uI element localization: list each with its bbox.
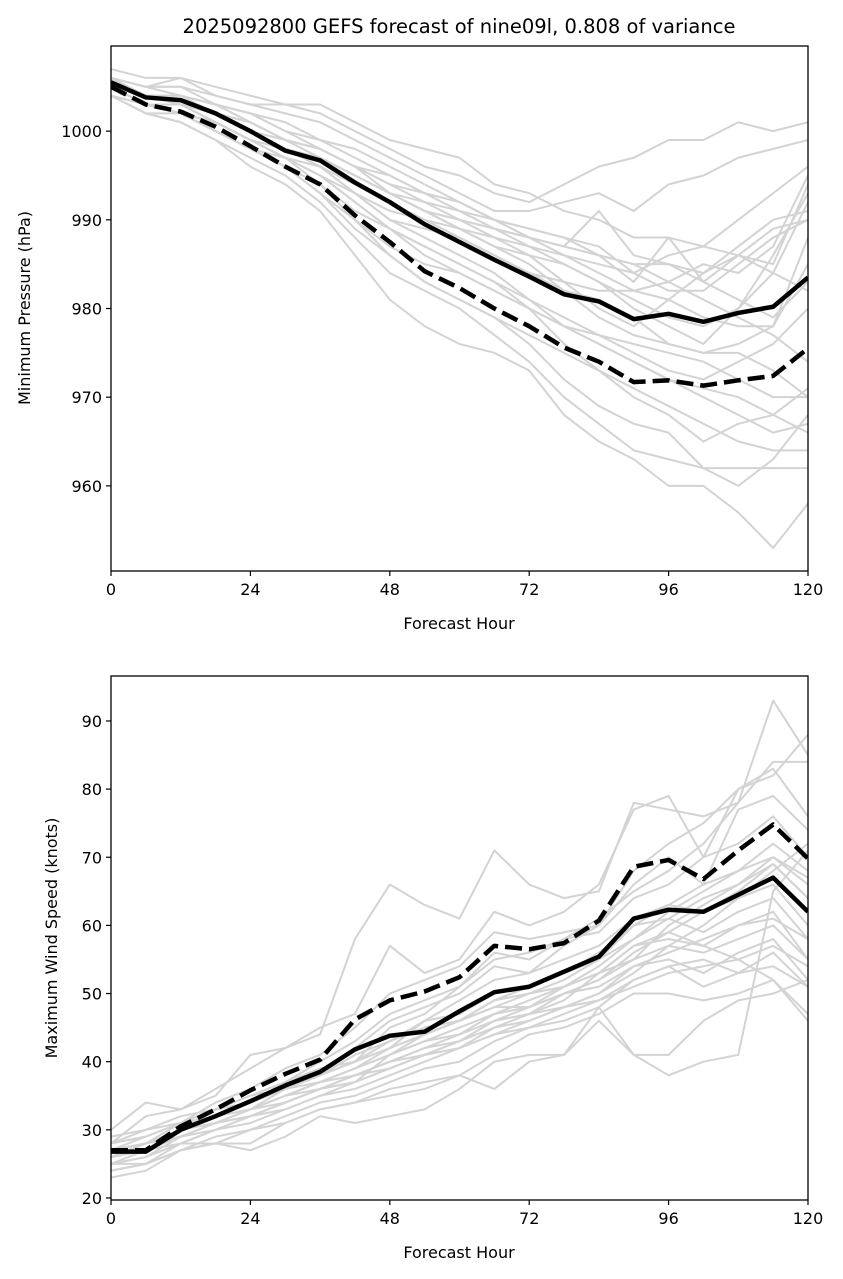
wind-y-tick-label: 20 — [82, 1189, 102, 1208]
chart-title: 2025092800 GEFS forecast of nine09l, 0.8… — [183, 15, 736, 38]
wind-member-line-10 — [111, 951, 808, 1172]
wind-ensemble-mean-line — [111, 875, 808, 1154]
wind-x-axis-label: Forecast Hour — [403, 1243, 515, 1262]
pressure-x-tick-label: 0 — [106, 580, 116, 599]
pressure-member-line-14 — [111, 85, 808, 434]
pressure-y-tick-label: 960 — [71, 477, 102, 496]
wind-members — [111, 699, 808, 1179]
pressure-ensemble-mean-line — [111, 80, 808, 325]
pressure-member-line-22 — [111, 76, 808, 319]
wind-plot: 0 24 48 72 96 120 20 30 40 50 60 70 80 90 Forecast H… — [42, 675, 823, 1262]
pressure-member-line-6 — [111, 85, 808, 292]
wind-x-tick-label: 0 — [106, 1209, 116, 1228]
pressure-x-tick-label: 96 — [658, 580, 678, 599]
pressure-member-line-1 — [111, 76, 808, 204]
wind-member-line-18 — [111, 842, 808, 1152]
pressure-y-tick-label: 990 — [71, 211, 102, 230]
pressure-x-axis-label: Forecast Hour — [403, 614, 515, 633]
wind-member-line-2 — [111, 733, 808, 1152]
pressure-member-line-4 — [111, 85, 808, 283]
wind-member-line-23 — [111, 842, 808, 1159]
wind-member-line-20 — [111, 944, 808, 1165]
wind-y-axis-label: Maximum Wind Speed (knots) — [42, 818, 61, 1059]
pressure-member-line-23 — [111, 85, 808, 275]
wind-x-ticks: 0 24 48 72 96 120 — [106, 1200, 823, 1228]
wind-x-tick-label: 48 — [380, 1209, 400, 1228]
pressure-series — [111, 80, 808, 388]
pressure-y-ticks: 960 970 980 990 1000 — [61, 122, 111, 496]
pressure-y-axis-label: Minimum Pressure (hPa) — [15, 211, 34, 405]
wind-y-tick-label: 30 — [82, 1121, 102, 1140]
wind-y-tick-label: 50 — [82, 985, 102, 1004]
pressure-x-ticks: 0 24 48 72 96 120 — [106, 571, 823, 599]
pressure-y-tick-label: 1000 — [61, 122, 102, 141]
wind-y-tick-label: 40 — [82, 1053, 102, 1072]
wind-y-tick-label: 90 — [82, 712, 102, 731]
pressure-x-tick-label: 72 — [519, 580, 539, 599]
wind-member-line-5 — [111, 815, 808, 1152]
pressure-member-line-15 — [111, 76, 808, 292]
pressure-y-tick-label: 970 — [71, 388, 102, 407]
wind-member-line-19 — [111, 917, 808, 1159]
wind-axes-frame — [110, 675, 809, 1201]
pressure-member-line-8 — [111, 85, 808, 434]
wind-weighted-mean-line — [111, 822, 808, 1153]
wind-x-tick-label: 120 — [793, 1209, 824, 1228]
pressure-x-tick-label: 24 — [240, 580, 260, 599]
wind-member-line-24 — [111, 856, 808, 1152]
pressure-members — [111, 68, 808, 549]
wind-member-line-13 — [111, 849, 808, 1165]
pressure-member-line-21 — [111, 94, 808, 381]
pressure-x-tick-label: 120 — [793, 580, 824, 599]
wind-member-line-12 — [111, 978, 808, 1172]
wind-member-line-0 — [111, 699, 808, 1131]
wind-member-line-22 — [111, 958, 808, 1152]
pressure-member-line-11 — [111, 94, 808, 470]
wind-member-line-1 — [111, 767, 808, 1145]
pressure-x-tick-label: 48 — [380, 580, 400, 599]
pressure-member-line-13 — [111, 85, 808, 452]
wind-y-tick-label: 80 — [82, 780, 102, 799]
wind-series — [111, 822, 808, 1154]
wind-member-line-8 — [111, 910, 808, 1165]
pressure-member-line-2 — [111, 76, 808, 212]
pressure-member-line-19 — [111, 76, 808, 363]
pressure-plot: 2025092800 GEFS forecast of nine09l, 0.8… — [15, 15, 823, 633]
wind-member-line-17 — [111, 856, 808, 1159]
wind-y-tick-label: 70 — [82, 848, 102, 867]
pressure-weighted-mean-line — [111, 84, 808, 388]
wind-y-tick-label: 60 — [82, 916, 102, 935]
wind-y-ticks: 20 30 40 50 60 70 80 90 — [82, 712, 111, 1208]
pressure-member-line-24 — [111, 85, 808, 399]
wind-x-tick-label: 24 — [240, 1209, 260, 1228]
pressure-member-line-12 — [111, 94, 808, 549]
wind-x-tick-label: 96 — [658, 1209, 678, 1228]
wind-member-line-7 — [111, 897, 808, 1152]
wind-x-tick-label: 72 — [519, 1209, 539, 1228]
pressure-member-line-0 — [111, 68, 808, 292]
pressure-member-line-9 — [111, 94, 808, 443]
pressure-y-tick-label: 980 — [71, 300, 102, 319]
